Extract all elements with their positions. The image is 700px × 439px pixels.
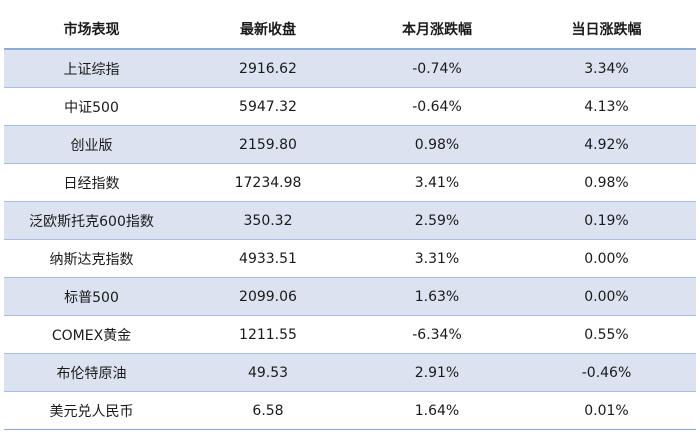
cell-market: 纳斯达克指数 xyxy=(4,239,179,278)
table-row: 日经指数 17234.98 3.41% 0.98% xyxy=(4,163,696,202)
cell-latest-close: 2916.62 xyxy=(179,49,357,88)
cell-market: 创业版 xyxy=(4,125,179,164)
header-month-change: 本月涨跌幅 xyxy=(357,9,517,50)
cell-day-change: -0.46% xyxy=(517,353,696,392)
cell-day-change: 0.00% xyxy=(517,239,696,278)
table-row: COMEX黄金 1211.55 -6.34% 0.55% xyxy=(4,315,696,354)
cell-month-change: -0.64% xyxy=(357,87,517,126)
cell-day-change: 0.00% xyxy=(517,277,696,316)
header-day-change: 当日涨跌幅 xyxy=(517,9,696,50)
cell-day-change: 0.98% xyxy=(517,163,696,202)
cell-market: 中证500 xyxy=(4,87,179,126)
table-row: 标普500 2099.06 1.63% 0.00% xyxy=(4,277,696,316)
cell-market: 日经指数 xyxy=(4,163,179,202)
cell-month-change: -0.74% xyxy=(357,49,517,88)
table-row: 纳斯达克指数 4933.51 3.31% 0.00% xyxy=(4,239,696,278)
cell-month-change: -6.34% xyxy=(357,315,517,354)
cell-day-change: 0.19% xyxy=(517,201,696,240)
cell-market: 美元兑人民币 xyxy=(4,391,179,430)
cell-latest-close: 1211.55 xyxy=(179,315,357,354)
cell-month-change: 1.63% xyxy=(357,277,517,316)
table-row: 创业版 2159.80 0.98% 4.92% xyxy=(4,125,696,164)
cell-month-change: 2.59% xyxy=(357,201,517,240)
cell-latest-close: 5947.32 xyxy=(179,87,357,126)
cell-month-change: 2.91% xyxy=(357,353,517,392)
cell-day-change: 3.34% xyxy=(517,49,696,88)
cell-day-change: 4.92% xyxy=(517,125,696,164)
cell-month-change: 0.98% xyxy=(357,125,517,164)
cell-market: 泛欧斯托克600指数 xyxy=(4,201,179,240)
table-row: 中证500 5947.32 -0.64% 4.13% xyxy=(4,87,696,126)
table-row: 美元兑人民币 6.58 1.64% 0.01% xyxy=(4,391,696,430)
cell-latest-close: 2099.06 xyxy=(179,277,357,316)
cell-market: 布伦特原油 xyxy=(4,353,179,392)
cell-day-change: 4.13% xyxy=(517,87,696,126)
cell-latest-close: 4933.51 xyxy=(179,239,357,278)
market-performance-table: 市场表现 最新收盘 本月涨跌幅 当日涨跌幅 上证综指 2916.62 -0.74… xyxy=(4,9,696,430)
cell-month-change: 1.64% xyxy=(357,391,517,430)
header-latest-close: 最新收盘 xyxy=(179,9,357,50)
header-market: 市场表现 xyxy=(4,9,179,50)
cell-latest-close: 350.32 xyxy=(179,201,357,240)
cell-day-change: 0.55% xyxy=(517,315,696,354)
table-body: 上证综指 2916.62 -0.74% 3.34% 中证500 5947.32 … xyxy=(4,49,696,430)
cell-latest-close: 2159.80 xyxy=(179,125,357,164)
table-row: 布伦特原油 49.53 2.91% -0.46% xyxy=(4,353,696,392)
market-performance-table-container: 市场表现 最新收盘 本月涨跌幅 当日涨跌幅 上证综指 2916.62 -0.74… xyxy=(4,0,696,430)
table-row: 泛欧斯托克600指数 350.32 2.59% 0.19% xyxy=(4,201,696,240)
table-header: 市场表现 最新收盘 本月涨跌幅 当日涨跌幅 xyxy=(4,9,696,50)
cell-month-change: 3.41% xyxy=(357,163,517,202)
cell-market: COMEX黄金 xyxy=(4,315,179,354)
cell-month-change: 3.31% xyxy=(357,239,517,278)
cell-latest-close: 17234.98 xyxy=(179,163,357,202)
header-row: 市场表现 最新收盘 本月涨跌幅 当日涨跌幅 xyxy=(4,9,696,50)
cell-latest-close: 6.58 xyxy=(179,391,357,430)
table-row: 上证综指 2916.62 -0.74% 3.34% xyxy=(4,49,696,88)
cell-latest-close: 49.53 xyxy=(179,353,357,392)
cell-day-change: 0.01% xyxy=(517,391,696,430)
cell-market: 上证综指 xyxy=(4,49,179,88)
cell-market: 标普500 xyxy=(4,277,179,316)
